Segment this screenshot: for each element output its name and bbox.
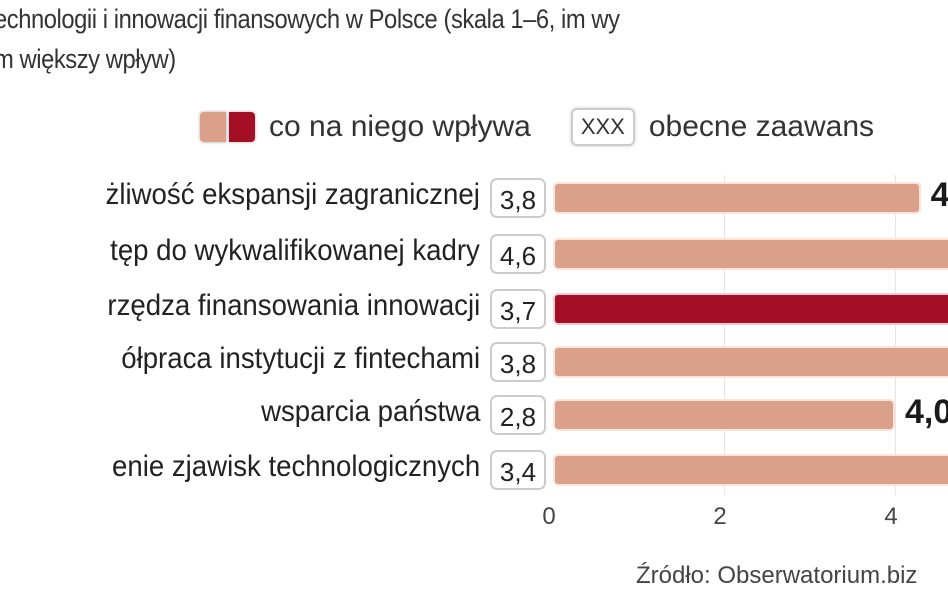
bar-value-label: 4 xyxy=(930,176,948,214)
legend: co na niego wpływa XXX obecne zaawans xyxy=(200,108,874,146)
current-level-box: 3,8 xyxy=(490,178,546,218)
current-level-box: 3,7 xyxy=(490,289,546,329)
current-level-box: 4,6 xyxy=(490,234,546,274)
bar xyxy=(553,293,948,325)
gridline xyxy=(895,175,896,495)
category-label: enie zjawisk technologicznych xyxy=(111,450,480,483)
category-label: wsparcia państwa xyxy=(260,395,480,428)
chart-title-line-1: echnologii i innowacji finansowych w Pol… xyxy=(0,4,620,34)
current-level-box: 3,4 xyxy=(490,450,546,490)
current-level-box: 3,8 xyxy=(490,342,546,382)
bar-value-label: 4,0 xyxy=(905,393,948,431)
bar xyxy=(553,346,948,378)
source-note: Źródło: Obserwatorium.biz xyxy=(636,562,918,589)
chart-title-line-2: m większy wpływ) xyxy=(0,44,176,74)
category-label: tęp do wykwalifikowanej kadry xyxy=(110,234,480,267)
x-tick-label: 4 xyxy=(884,503,898,530)
legend-swatch-dark xyxy=(229,112,255,142)
bar xyxy=(553,238,948,270)
current-level-box: 2,8 xyxy=(490,395,546,435)
bar xyxy=(553,399,895,431)
legend-swatch-light xyxy=(200,112,226,142)
category-label: ółpraca instytucji z fintechami xyxy=(121,342,480,375)
gridline xyxy=(724,175,725,495)
legend-box-sample: XXX xyxy=(570,108,635,146)
category-label: żliwość ekspansji zagranicznej xyxy=(105,178,480,211)
bar xyxy=(553,182,921,214)
legend-series-label: co na niego wpływa xyxy=(269,110,531,143)
legend-box-label: obecne zaawans xyxy=(648,110,875,143)
category-label: rzędza finansowania innowacji xyxy=(107,289,480,322)
bar xyxy=(553,454,948,486)
x-tick-label: 2 xyxy=(713,503,727,530)
x-tick-label: 0 xyxy=(542,503,556,530)
